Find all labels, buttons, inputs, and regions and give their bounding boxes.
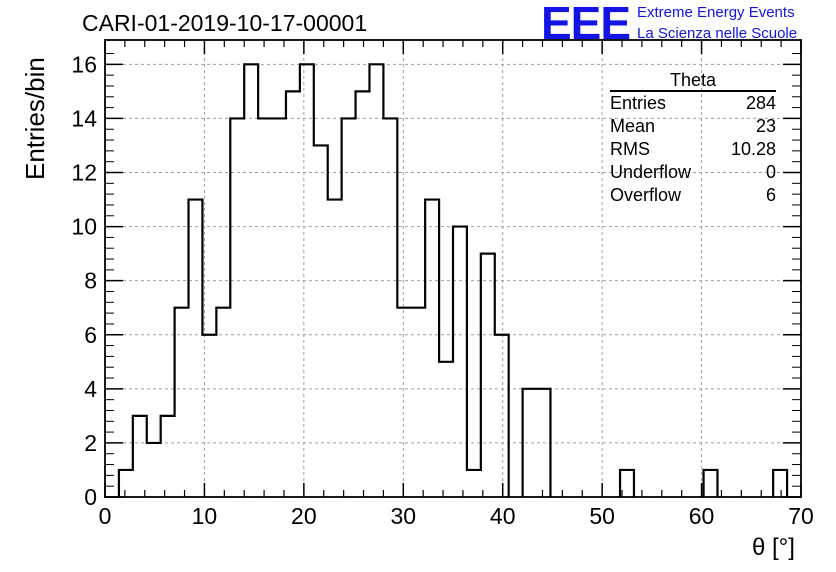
stats-value: 10.28 bbox=[730, 139, 776, 159]
x-tick-label: 60 bbox=[689, 503, 715, 529]
stats-box: Theta Entries 284 Mean 23 RMS 10.28 Underflow 0… bbox=[610, 70, 776, 207]
stats-row: RMS 10.28 bbox=[610, 138, 776, 161]
y-tick-label: 0 bbox=[84, 484, 97, 510]
stats-value: 6 bbox=[765, 185, 776, 205]
stats-label: Mean bbox=[610, 116, 656, 136]
stats-label: Overflow bbox=[610, 185, 682, 205]
plot-frame bbox=[104, 39, 802, 498]
y-tick-label: 12 bbox=[71, 160, 97, 186]
eee-logo: EEE bbox=[541, 0, 631, 49]
y-tick-label: 10 bbox=[71, 214, 97, 240]
x-tick-label: 0 bbox=[99, 503, 112, 529]
x-tick-label: 50 bbox=[589, 503, 615, 529]
y-tick-label: 8 bbox=[84, 268, 97, 294]
stats-label: Underflow bbox=[610, 162, 692, 182]
logo-line-1: Extreme Energy Events bbox=[637, 4, 795, 21]
y-tick-label: 2 bbox=[84, 430, 97, 456]
stats-value: 284 bbox=[745, 93, 776, 113]
x-tick-label: 20 bbox=[291, 503, 317, 529]
histogram-series-line bbox=[117, 63, 789, 497]
stats-row: Overflow 6 bbox=[610, 184, 776, 207]
x-tick-label: 70 bbox=[788, 503, 814, 529]
chart-title: CARI-01-2019-10-17-00001 bbox=[82, 10, 368, 36]
stats-label: RMS bbox=[610, 139, 650, 159]
stats-title: Theta bbox=[610, 70, 776, 92]
y-tick-label: 4 bbox=[84, 376, 97, 402]
x-axis-label: θ [°] bbox=[752, 534, 795, 561]
stats-row: Underflow 0 bbox=[610, 161, 776, 184]
y-tick-label: 6 bbox=[84, 322, 97, 348]
x-tick-label: 10 bbox=[192, 503, 218, 529]
stats-value: 0 bbox=[765, 162, 776, 182]
stats-value: 23 bbox=[755, 116, 776, 136]
stats-row: Entries 284 bbox=[610, 92, 776, 115]
y-tick-label: 16 bbox=[71, 51, 97, 77]
stats-label: Entries bbox=[610, 93, 667, 113]
logo-line-2: La Scienza nelle Scuole bbox=[637, 25, 798, 42]
x-tick-label: 40 bbox=[490, 503, 516, 529]
y-tick-label: 14 bbox=[71, 105, 97, 131]
x-tick-label: 30 bbox=[390, 503, 416, 529]
stats-row: Mean 23 bbox=[610, 115, 776, 138]
y-axis-label: Entries/bin bbox=[20, 57, 50, 180]
